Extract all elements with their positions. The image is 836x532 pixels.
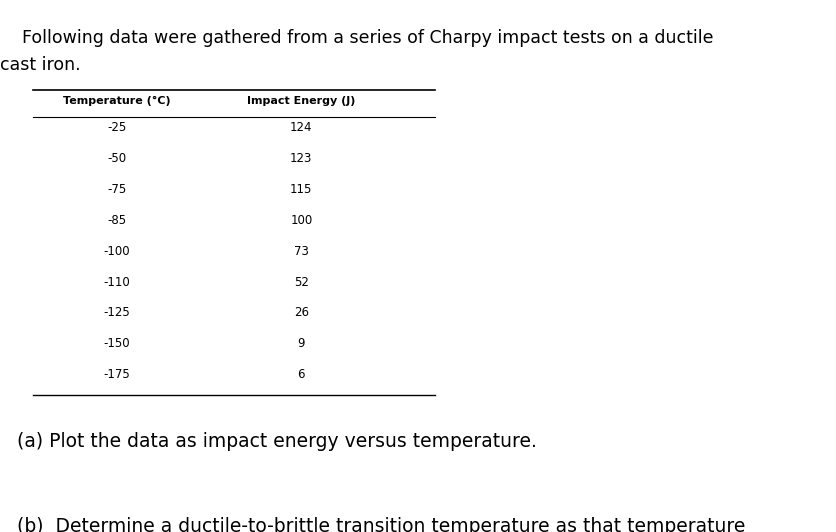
Text: (b)  Determine a ductile-to-brittle transition temperature as that temperature: (b) Determine a ductile-to-brittle trans… [17, 517, 744, 532]
Text: 100: 100 [290, 214, 312, 227]
Text: -25: -25 [108, 121, 126, 134]
Text: -85: -85 [108, 214, 126, 227]
Text: (a) Plot the data as impact energy versus temperature.: (a) Plot the data as impact energy versu… [17, 432, 536, 451]
Text: 123: 123 [290, 152, 312, 165]
Text: -50: -50 [108, 152, 126, 165]
Text: -150: -150 [104, 337, 130, 350]
Text: Temperature (°C): Temperature (°C) [64, 96, 171, 106]
Text: -175: -175 [104, 368, 130, 381]
Text: 9: 9 [298, 337, 304, 350]
Text: 124: 124 [290, 121, 312, 134]
Text: Following data were gathered from a series of Charpy impact tests on a ductile: Following data were gathered from a seri… [0, 29, 712, 47]
Text: -110: -110 [104, 276, 130, 288]
Text: 52: 52 [293, 276, 308, 288]
Text: -125: -125 [104, 306, 130, 319]
Text: -100: -100 [104, 245, 130, 257]
Text: 115: 115 [290, 183, 312, 196]
Text: -75: -75 [108, 183, 126, 196]
Text: 73: 73 [293, 245, 308, 257]
Text: 26: 26 [293, 306, 308, 319]
Text: 6: 6 [298, 368, 304, 381]
Text: cast iron.: cast iron. [0, 56, 80, 74]
Text: Impact Energy (J): Impact Energy (J) [247, 96, 355, 106]
